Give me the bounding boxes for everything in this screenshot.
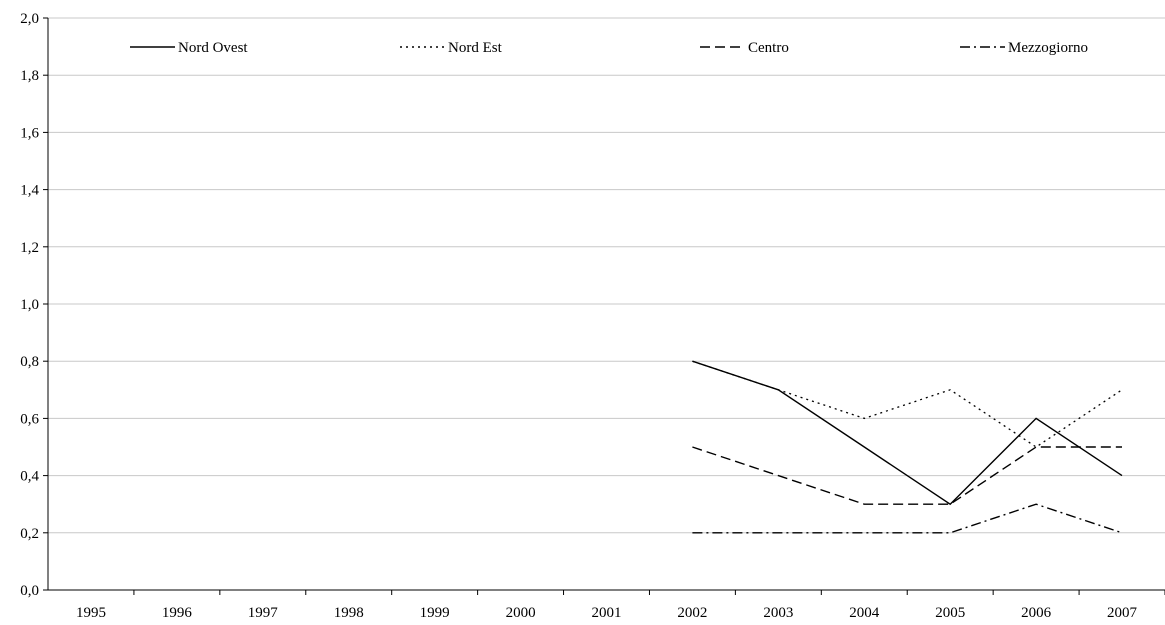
y-tick-label: 1,8 (20, 68, 39, 84)
x-tick-label: 2006 (1021, 605, 1052, 621)
x-tick-label: 2004 (849, 605, 880, 621)
legend-label: Mezzogiorno (1008, 40, 1088, 56)
x-axis-ticks: 1995 1996 1997 1998 1999 2000 2001 2002 2003 2004… (76, 590, 1165, 621)
series-line-mezzogiorno (692, 503, 1123, 534)
x-tick-label: 2001 (592, 605, 622, 621)
y-tick-label: 1,0 (20, 297, 39, 313)
y-tick-label: 0,2 (20, 526, 39, 542)
x-tick-label: 1997 (248, 605, 279, 621)
legend: Nord Ovest Nord Est Centro Mezzogiorno (130, 40, 1088, 56)
y-tick-label: 0,4 (20, 469, 39, 485)
x-tick-label: 1999 (420, 605, 450, 621)
x-tick-label: 2002 (677, 605, 707, 621)
y-tick-label: 0,6 (20, 411, 39, 427)
y-tick-label: 1,2 (20, 240, 39, 256)
x-tick-label: 1995 (76, 605, 106, 621)
series-line-nord-ovest (692, 360, 1123, 506)
series-lines (692, 360, 1123, 534)
grid-lines (48, 17, 1165, 534)
y-tick-label: 2,0 (20, 11, 39, 27)
y-tick-label: 0,8 (20, 354, 39, 370)
series-line-centro (692, 446, 1122, 505)
series-line-nord-est (692, 360, 1123, 448)
x-tick-label: 1996 (162, 605, 193, 621)
y-tick-label: 0,0 (20, 583, 39, 599)
legend-label: Nord Est (448, 40, 503, 56)
x-tick-label: 2007 (1107, 605, 1138, 621)
x-tick-label: 2000 (506, 605, 536, 621)
x-tick-label: 2005 (935, 605, 965, 621)
legend-label: Nord Ovest (178, 40, 248, 56)
y-axis-ticks: 0,0 0,2 0,4 0,6 0,8 1,0 1,2 1,4 1,6 1,8 2,0 (20, 11, 48, 599)
legend-label: Centro (748, 40, 789, 56)
y-tick-label: 1,4 (20, 183, 39, 199)
y-tick-label: 1,6 (20, 125, 39, 141)
x-tick-label: 2003 (763, 605, 793, 621)
x-tick-label: 1998 (334, 605, 364, 621)
